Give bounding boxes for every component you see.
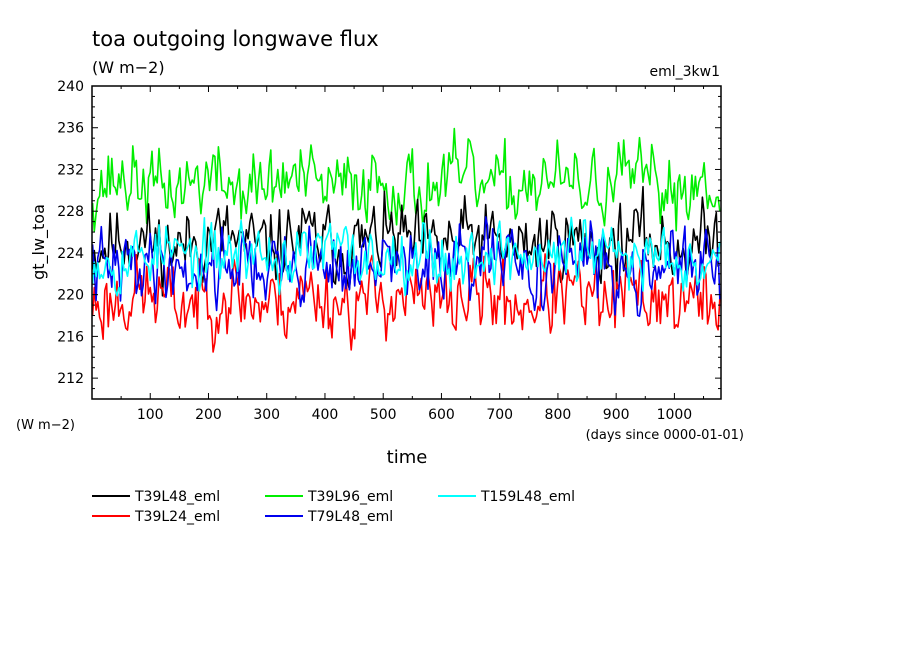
x-unit-label: (days since 0000-01-01): [586, 428, 744, 443]
legend-label: T39L48_eml: [134, 489, 220, 505]
series-line-t159l48-eml: [91, 216, 721, 297]
y-tick-label: 240: [57, 79, 84, 95]
x-tick-label: 1000: [657, 407, 693, 423]
legend-label: T79L48_eml: [307, 509, 393, 525]
y-tick-label: 228: [57, 204, 84, 220]
y-tick-label: 224: [57, 246, 84, 262]
legend-label: T39L24_eml: [134, 509, 220, 525]
y-tick-label: 216: [57, 329, 84, 345]
run-label: eml_3kw1: [649, 64, 720, 80]
chart-title: toa outgoing longwave flux: [92, 27, 379, 51]
x-tick-label: 200: [195, 407, 222, 423]
x-tick-label: 600: [428, 407, 455, 423]
y-tick-label: 212: [57, 371, 84, 387]
x-tick-label: 400: [312, 407, 339, 423]
x-tick-label: 700: [486, 407, 513, 423]
legend: T39L48_eml T39L24_eml T39L96_eml T79L48_eml…: [92, 489, 575, 525]
y-tick-label: 232: [57, 162, 84, 178]
y-unit-label: (W m−2): [16, 418, 75, 433]
chart-subtitle: (W m−2): [92, 58, 165, 77]
y-tick-label: 220: [57, 288, 84, 304]
series-line-t39l24-eml: [91, 253, 721, 353]
x-tick-label: 300: [253, 407, 280, 423]
axis-layer: 100 200 300 400 500 600 700 800 900 1000 212 216 220…: [57, 79, 721, 423]
y-axis-label: gt_lw_toa: [29, 204, 49, 280]
legend-label: T39L96_eml: [307, 489, 393, 505]
x-tick-label: 900: [603, 407, 630, 423]
legend-label: T159L48_eml: [480, 489, 575, 505]
x-axis-label: time: [387, 447, 428, 468]
x-tick-label: 800: [545, 407, 572, 423]
y-tick-label: 236: [57, 121, 84, 137]
series-layer: [91, 127, 721, 353]
x-tick-label: 100: [137, 407, 164, 423]
series-line-t39l96-eml: [91, 127, 721, 232]
x-tick-label: 500: [370, 407, 397, 423]
